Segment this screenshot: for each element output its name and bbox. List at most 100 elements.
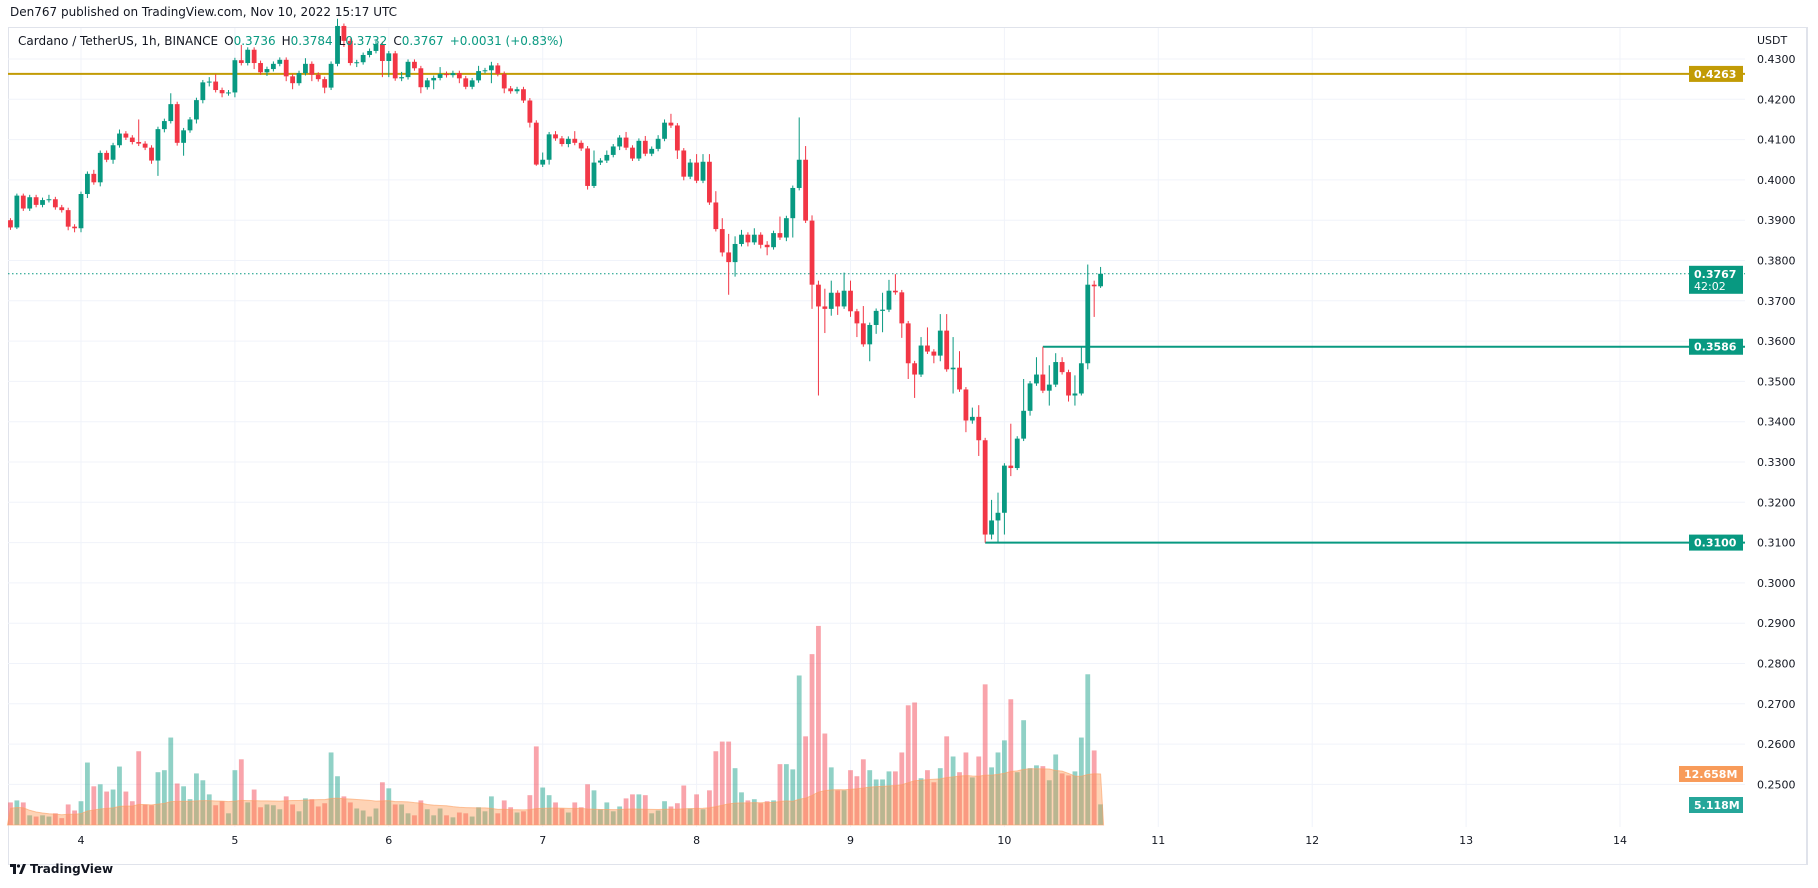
volume-bar xyxy=(521,811,526,825)
candle-body xyxy=(226,92,231,94)
candle-body xyxy=(97,152,103,183)
candle xyxy=(598,158,603,165)
volume-bar xyxy=(880,779,885,825)
volume-bar xyxy=(412,815,417,825)
volume-bar xyxy=(694,794,699,825)
candle-body xyxy=(40,200,45,205)
candle xyxy=(59,204,65,213)
logo-text: TradingView xyxy=(30,862,114,876)
candle-body xyxy=(751,234,757,243)
candle xyxy=(848,280,853,317)
candle-body xyxy=(713,202,719,230)
candle xyxy=(405,59,411,80)
volume-bar xyxy=(745,800,751,825)
volume-bar xyxy=(174,783,180,825)
candle xyxy=(995,492,1001,543)
volume-bar xyxy=(431,815,437,825)
candle-body xyxy=(912,363,918,375)
volume-bar xyxy=(315,806,321,825)
volume-bar xyxy=(78,801,84,825)
candle xyxy=(803,146,809,224)
volume-bar xyxy=(40,815,45,825)
candle-body xyxy=(963,389,969,421)
candle xyxy=(283,57,289,82)
candle-body xyxy=(867,324,873,345)
candle xyxy=(565,136,571,148)
candle xyxy=(187,117,193,133)
volume-bar xyxy=(444,815,449,825)
time-tick-label: 14 xyxy=(1613,834,1627,847)
candle-body xyxy=(373,44,379,51)
candle xyxy=(1078,346,1084,396)
volume-bar xyxy=(681,785,687,825)
volume-bar xyxy=(559,808,565,825)
candle xyxy=(174,101,180,146)
last-price-label-text: 42:02 xyxy=(1694,280,1726,293)
volume-bar xyxy=(1040,766,1046,825)
candle xyxy=(931,349,937,364)
volume-bar xyxy=(85,762,90,825)
volume-bar xyxy=(835,790,841,825)
volume-bar xyxy=(508,807,514,825)
level-price-label-text: 0.3586 xyxy=(1694,341,1737,354)
candle-body xyxy=(533,122,539,165)
candle-body xyxy=(950,367,956,370)
volume-bar xyxy=(713,751,719,825)
candle xyxy=(14,193,20,230)
candle xyxy=(1085,264,1091,370)
candle-body xyxy=(258,63,263,73)
candle-body xyxy=(27,197,33,209)
candle-body xyxy=(174,104,180,143)
candle-body xyxy=(386,53,392,62)
candle xyxy=(495,63,501,77)
candle-body xyxy=(687,162,693,177)
candle xyxy=(816,280,821,396)
candle-body xyxy=(822,306,828,309)
volume-bar xyxy=(168,737,174,825)
high-value: 0.3784 xyxy=(290,34,333,48)
candle-body xyxy=(437,73,443,78)
volume-bar xyxy=(937,768,943,825)
symbol-title[interactable]: Cardano / TetherUS, 1h, BINANCE xyxy=(18,34,219,48)
candle xyxy=(360,52,366,65)
price-tick-label: 0.4200 xyxy=(1757,93,1796,106)
volume-bar xyxy=(950,756,956,825)
price-tick-label: 0.2500 xyxy=(1757,778,1796,791)
volume-bar xyxy=(309,799,315,825)
volume-bar xyxy=(123,791,129,825)
candle xyxy=(982,437,988,543)
volume-bar xyxy=(136,751,142,825)
candle-body xyxy=(681,150,687,177)
candle xyxy=(40,197,45,208)
candle-body xyxy=(585,148,590,186)
volume-bar xyxy=(918,778,924,825)
volume-bar xyxy=(149,805,154,825)
volume-bar xyxy=(790,769,796,825)
price-tick-label: 0.3000 xyxy=(1757,577,1796,590)
candle xyxy=(745,232,751,247)
candle-body xyxy=(854,311,860,324)
time-tick-label: 8 xyxy=(693,834,700,847)
volume-bar xyxy=(700,809,706,825)
candle-body xyxy=(982,440,988,535)
candle-body xyxy=(937,330,943,356)
price-tick-label: 0.2900 xyxy=(1757,617,1796,630)
candle-body xyxy=(969,416,975,421)
candle-body xyxy=(636,140,642,159)
candle xyxy=(463,75,469,90)
candle-body xyxy=(444,73,449,76)
candle xyxy=(1072,375,1078,406)
candle xyxy=(8,218,13,230)
price-axis-unit: USDT xyxy=(1757,34,1788,47)
candle-body xyxy=(944,330,950,370)
volume-bar xyxy=(213,805,219,825)
volume-bar xyxy=(424,809,430,825)
volume-bar xyxy=(283,796,289,825)
tradingview-logo[interactable]: TradingView xyxy=(10,862,113,876)
candle xyxy=(1040,346,1046,394)
last-price-label-text: 0.3767 xyxy=(1694,268,1736,281)
candle xyxy=(1002,463,1007,535)
candle-body xyxy=(572,138,578,143)
time-tick-label: 7 xyxy=(539,834,546,847)
